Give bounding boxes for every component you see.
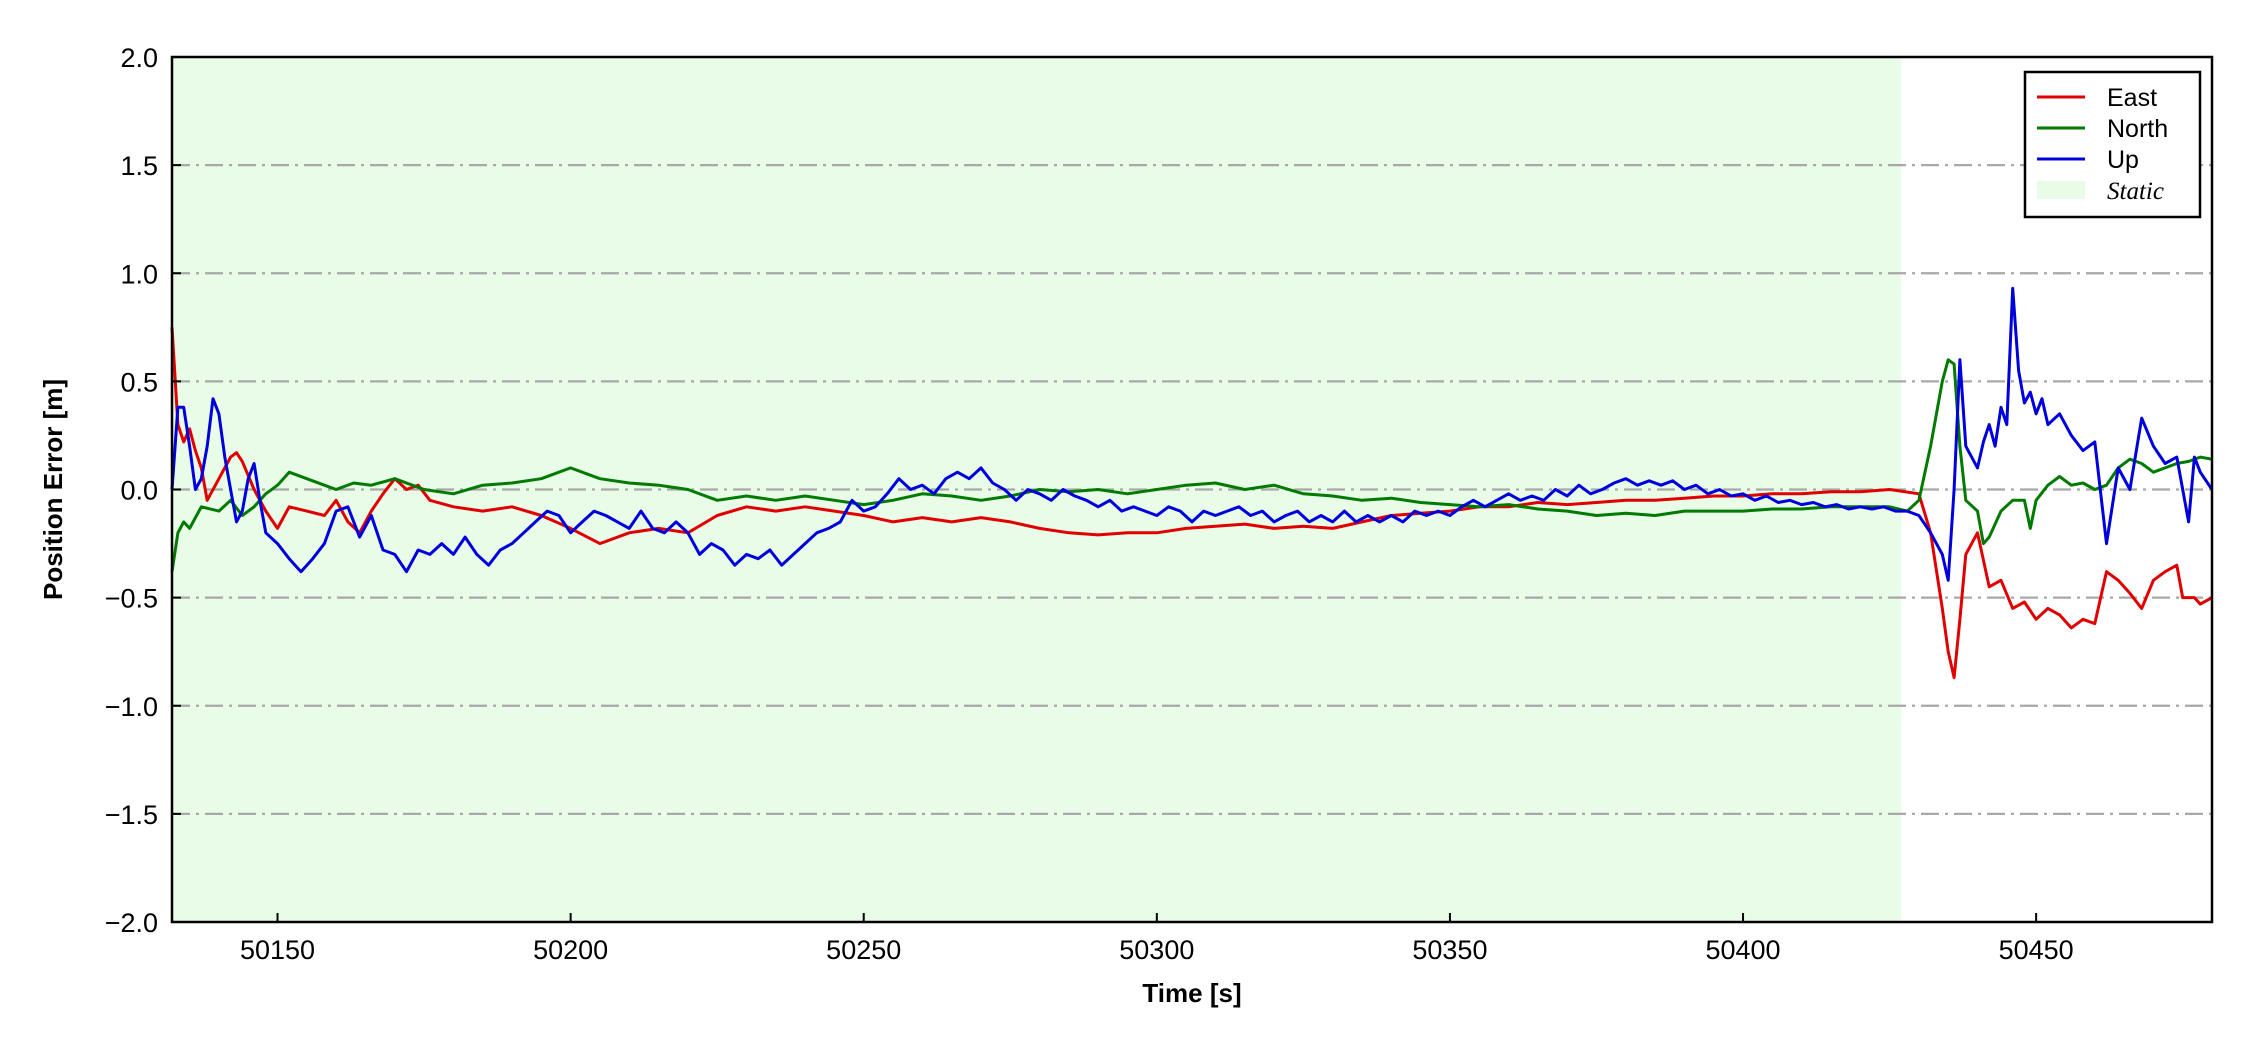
legend-label-static: Static bbox=[2107, 178, 2164, 205]
x-tick-label: 50350 bbox=[1412, 935, 1487, 965]
legend-swatch-static bbox=[2037, 181, 2085, 199]
x-axis-label: Time [s] bbox=[1142, 978, 1241, 1008]
y-tick-label: 1.0 bbox=[120, 259, 158, 289]
y-tick-label: −1.0 bbox=[105, 692, 158, 722]
legend-label-up: Up bbox=[2107, 146, 2139, 174]
series-line-north bbox=[170, 358, 2213, 572]
x-axis: 50150 50200 50250 50300 50350 50400 50450 bbox=[240, 913, 2074, 965]
x-tick-label: 50250 bbox=[826, 935, 901, 965]
x-tick-label: 50300 bbox=[1119, 935, 1194, 965]
y-tick-label: 1.5 bbox=[120, 151, 158, 181]
y-tick-label: −0.5 bbox=[105, 584, 158, 614]
x-tick-label: 50200 bbox=[533, 935, 608, 965]
y-tick-label: 0.0 bbox=[120, 476, 158, 506]
series-line-up bbox=[170, 286, 2214, 582]
x-tick-label: 50400 bbox=[1705, 935, 1780, 965]
y-tick-label: 2.0 bbox=[120, 43, 158, 73]
y-axis: −2.0 −1.5 −1.0 −0.5 0.0 0.5 1.0 1.5 2.0 bbox=[105, 43, 181, 938]
series-layer bbox=[170, 286, 2214, 680]
y-axis-label: Position Error [m] bbox=[38, 379, 68, 600]
legend-label-north: North bbox=[2107, 115, 2168, 143]
y-tick-label: −1.5 bbox=[105, 800, 158, 830]
x-tick-label: 50450 bbox=[1999, 935, 2074, 965]
y-tick-label: −2.0 bbox=[105, 908, 158, 938]
x-tick-label: 50150 bbox=[240, 935, 315, 965]
series-line-east bbox=[170, 327, 2213, 680]
y-tick-label: 0.5 bbox=[120, 367, 158, 397]
legend-label-east: East bbox=[2107, 84, 2157, 112]
legend: East North Up Static bbox=[2023, 70, 2202, 219]
